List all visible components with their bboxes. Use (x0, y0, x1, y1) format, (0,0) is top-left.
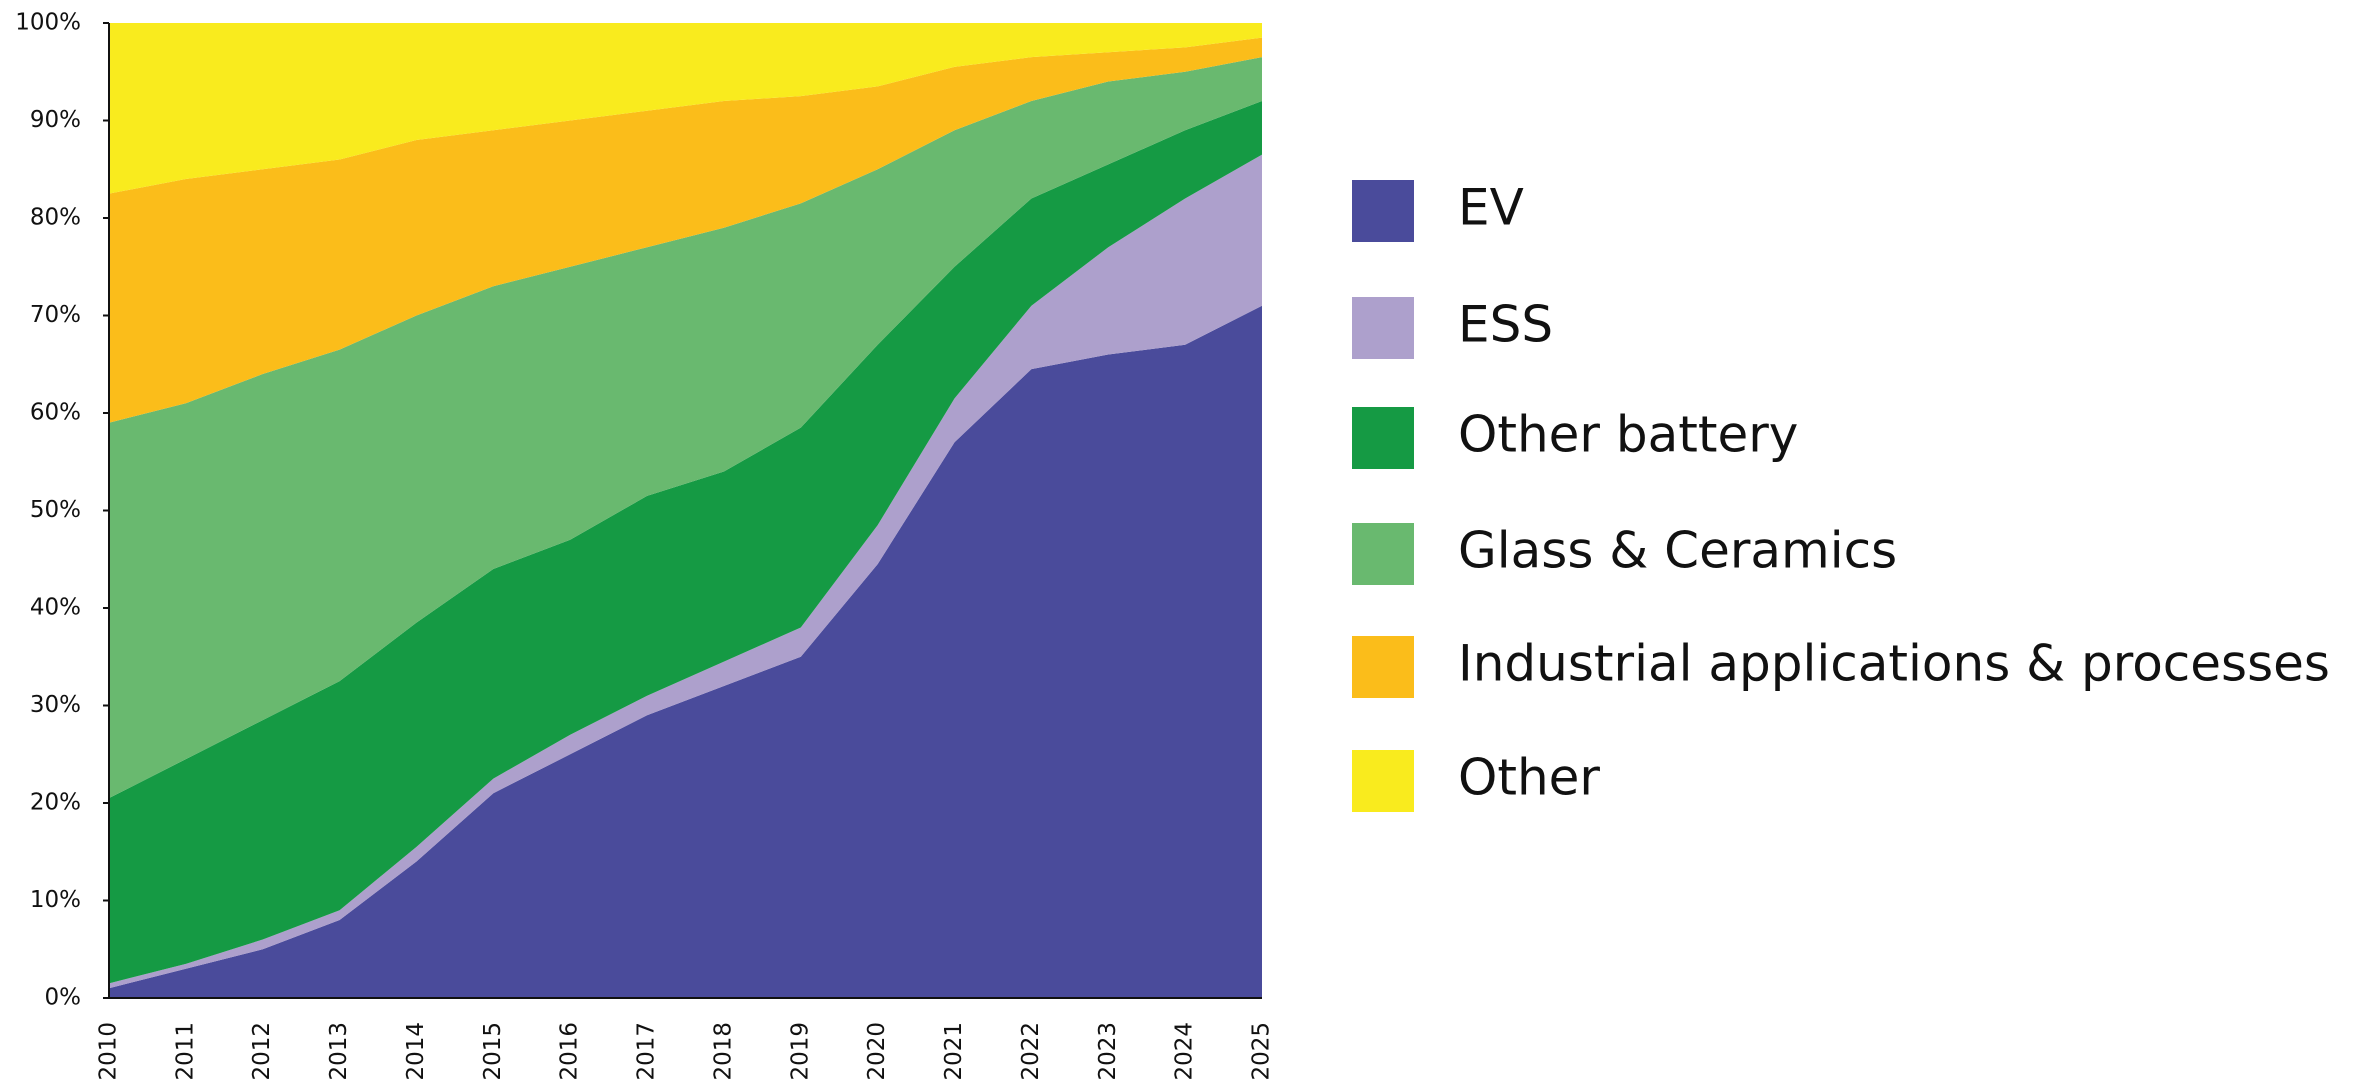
legend-swatch (1352, 297, 1414, 359)
x-tick-label: 2019 (787, 1022, 813, 1081)
y-tick-label: 50% (30, 497, 81, 523)
area (109, 101, 1262, 984)
y-tick-label: 100% (15, 10, 81, 36)
legend-label: Other (1458, 749, 1600, 807)
y-tick-label: 10% (30, 887, 81, 913)
y-tick-label: 70% (30, 302, 81, 328)
legend-swatch (1352, 180, 1414, 242)
x-tick-label: 2020 (864, 1022, 890, 1081)
area (109, 154, 1262, 989)
y-tick-label: 20% (30, 790, 81, 816)
x-tick-label: 2015 (480, 1022, 506, 1081)
area (109, 37, 1262, 423)
x-tick-label: 2025 (1249, 1022, 1275, 1081)
area (109, 23, 1262, 194)
x-tick-label: 2013 (326, 1022, 352, 1081)
x-tick-label: 2010 (96, 1022, 122, 1081)
y-tick-label: 40% (30, 595, 81, 621)
x-tick-label: 2017 (634, 1022, 660, 1081)
x-tick-label: 2024 (1172, 1022, 1198, 1081)
x-tick-label: 2023 (1095, 1022, 1121, 1081)
legend-swatch (1352, 750, 1414, 812)
x-tick-label: 2022 (1018, 1022, 1044, 1081)
x-tick-label: 2012 (249, 1022, 275, 1081)
y-tick-label: 90% (30, 107, 81, 133)
legend-label: EV (1458, 179, 1524, 237)
x-tick-label: 2014 (403, 1022, 429, 1081)
x-tick-label: 2021 (941, 1022, 967, 1081)
y-tick-label: 30% (30, 692, 81, 718)
x-tick-label: 2016 (557, 1022, 583, 1081)
x-tick-label: 2011 (172, 1022, 198, 1081)
y-tick-label: 80% (30, 205, 81, 231)
legend-swatch (1352, 523, 1414, 585)
legend-label: Other battery (1458, 406, 1798, 464)
area (109, 305, 1262, 998)
area (109, 57, 1262, 799)
y-tick-label: 0% (45, 985, 82, 1011)
legend-label: Industrial applications & processes (1458, 635, 2330, 693)
legend-label: ESS (1458, 296, 1553, 354)
x-tick-label: 2018 (710, 1022, 736, 1081)
legend-swatch (1352, 407, 1414, 469)
legend-swatch (1352, 636, 1414, 698)
y-tick-label: 60% (30, 400, 81, 426)
legend-label: Glass & Ceramics (1458, 522, 1897, 580)
